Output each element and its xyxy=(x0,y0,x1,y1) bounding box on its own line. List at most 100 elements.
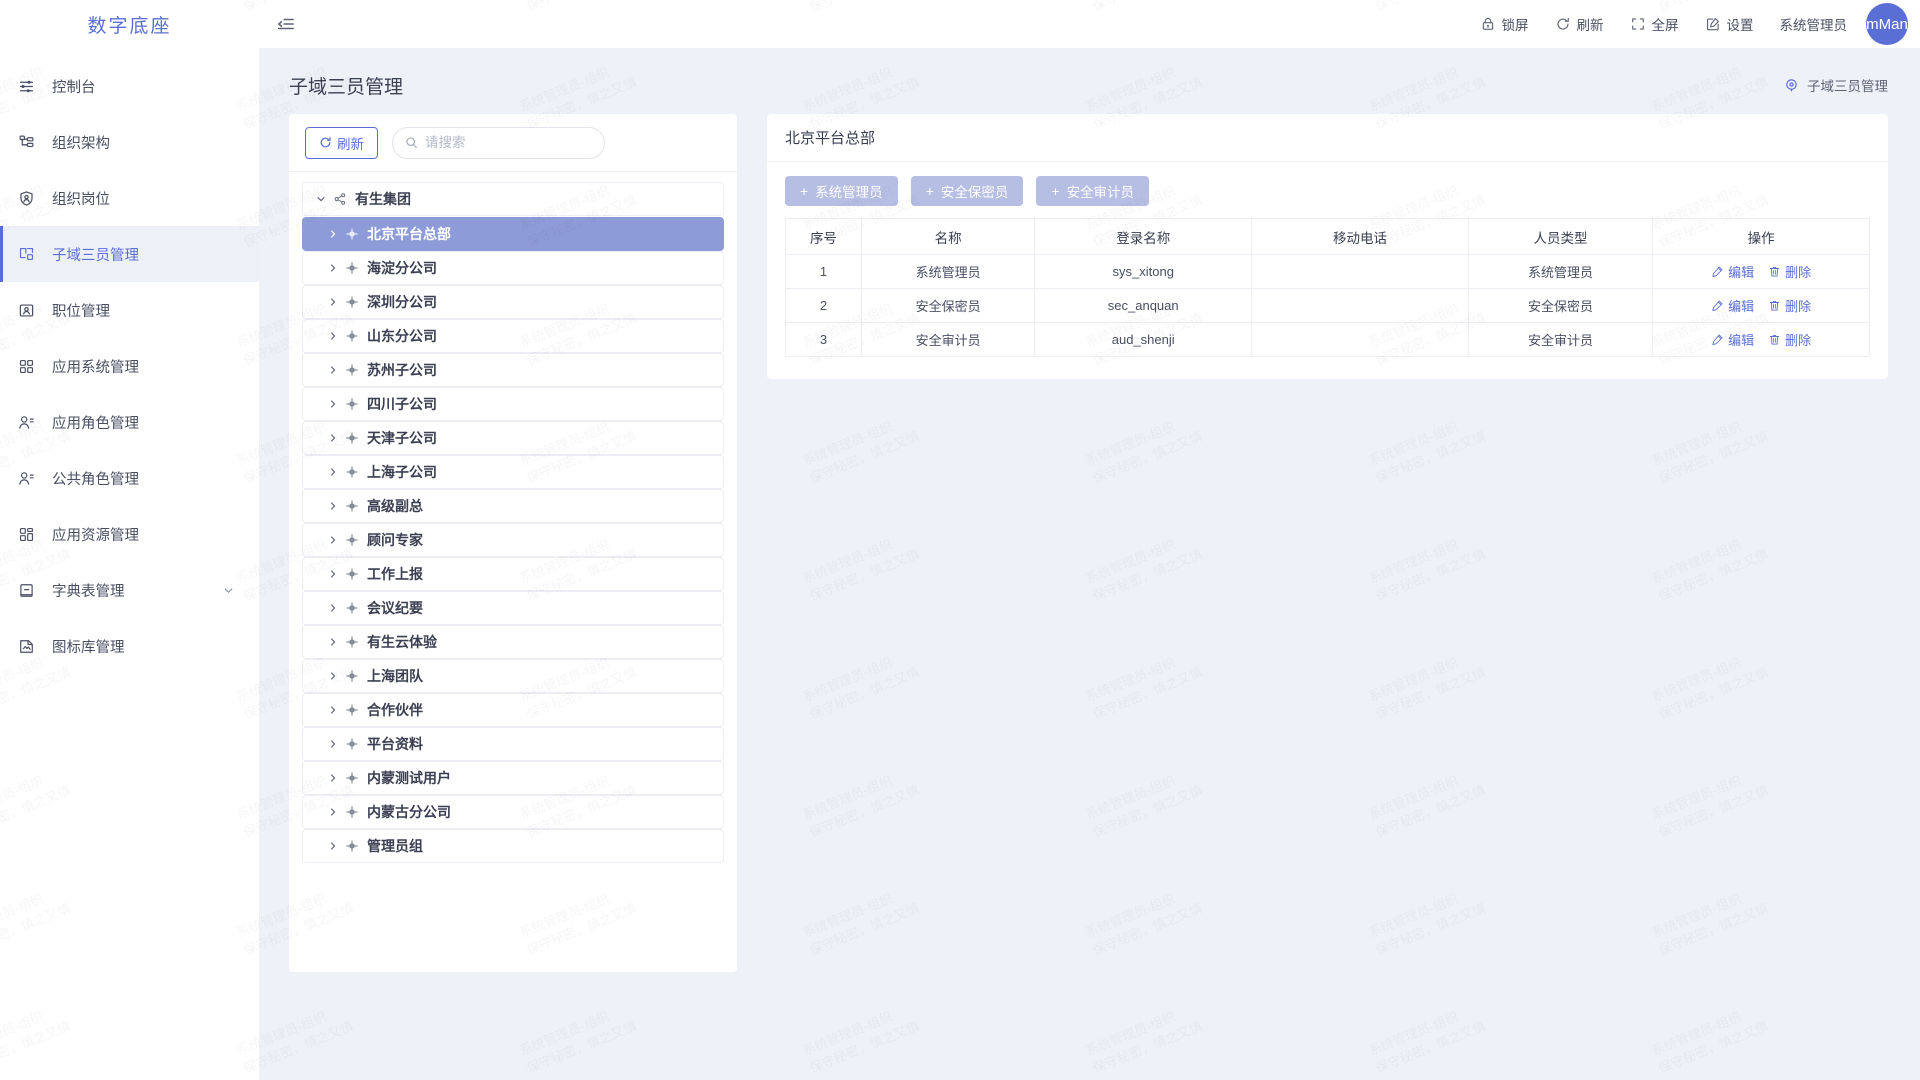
tree-node-1[interactable]: 海淀分公司 xyxy=(302,251,724,285)
sidebar-item-8[interactable]: 应用资源管理 xyxy=(0,506,259,562)
top-header-bar: 锁屏 刷新 全屏 设置 系统管理员 mMan xyxy=(259,0,1920,48)
tree-node-0[interactable]: 北京平台总部 xyxy=(302,217,724,251)
chevron-right-icon[interactable] xyxy=(327,364,345,376)
chevron-right-icon[interactable] xyxy=(327,772,345,784)
cell-idx: 1 xyxy=(785,254,862,289)
chevron-down-icon[interactable] xyxy=(222,584,235,597)
tree-list[interactable]: 有生集团 北京平台总部 海淀分公司深圳分公司山东分公司 苏州子公司 四川子公司 天津子公司… xyxy=(289,172,737,972)
edit-button[interactable]: 编辑 xyxy=(1711,262,1754,281)
chevron-right-icon[interactable] xyxy=(327,602,345,614)
chevron-right-icon[interactable] xyxy=(327,262,345,274)
add-1-button[interactable]: + 安全保密员 xyxy=(910,176,1024,206)
tree-node-7[interactable]: 上海子公司 xyxy=(302,455,724,489)
topbar-item-refresh[interactable]: 刷新 xyxy=(1542,0,1617,48)
sidebar-item-label: 字典表管理 xyxy=(52,583,125,600)
edit-button[interactable]: 编辑 xyxy=(1711,296,1754,315)
members-table-wrap: 序号 名称 登录名称 移动电话 人员类型 操作 1 系统管理员 sys_xitong 系统管理员… xyxy=(767,218,1888,357)
chevron-right-icon[interactable] xyxy=(327,806,345,818)
sidebar-item-0[interactable]: 控制台 xyxy=(0,58,259,114)
chevron-right-icon[interactable] xyxy=(327,432,345,444)
action-button-label: 安全保密员 xyxy=(940,185,1009,200)
sidebar-item-3[interactable]: 子域三员管理 xyxy=(0,226,259,282)
avatar[interactable]: mMan xyxy=(1866,3,1908,45)
table-header-cell-4: 人员类型 xyxy=(1467,218,1654,255)
chevron-right-icon[interactable] xyxy=(327,636,345,648)
delete-icon xyxy=(1768,333,1781,346)
edit-icon xyxy=(1711,299,1724,312)
edit-button[interactable]: 编辑 xyxy=(1711,330,1754,349)
chevron-right-icon[interactable] xyxy=(327,568,345,580)
tree-node-10[interactable]: 工作上报 xyxy=(302,557,724,591)
table-header-cell-0: 序号 xyxy=(785,218,862,255)
tree-node-2[interactable]: 深圳分公司 xyxy=(302,285,724,319)
table-row: 2 安全保密员 sec_anquan 安全保密员 编辑 删除 xyxy=(785,288,1870,323)
tree-node-17[interactable]: 内蒙古分公司 xyxy=(302,795,724,829)
page-title: 子域三员管理 xyxy=(289,76,404,98)
topbar-item-fullscreen[interactable]: 全屏 xyxy=(1617,0,1692,48)
table-body: 1 系统管理员 sys_xitong 系统管理员 编辑 删除 2 安全保密员 sec_anqua… xyxy=(785,254,1870,357)
tree-refresh-button[interactable]: 刷新 xyxy=(305,126,378,159)
tree-node-16[interactable]: 内蒙测试用户 xyxy=(302,761,724,795)
chevron-right-icon[interactable] xyxy=(327,398,345,410)
tree-node-13[interactable]: 上海团队 xyxy=(302,659,724,693)
org-node-icon xyxy=(345,601,365,615)
sidebar-item-7[interactable]: 公共角色管理 xyxy=(0,450,259,506)
tree-node-6[interactable]: 天津子公司 xyxy=(302,421,724,455)
sidebar-item-10[interactable]: 图标库管理 xyxy=(0,618,259,674)
sidebar-item-5[interactable]: 应用系统管理 xyxy=(0,338,259,394)
topbar-item-user-name[interactable]: 系统管理员 xyxy=(1767,0,1861,48)
user-role-icon xyxy=(18,468,44,488)
cell-operations: 编辑 删除 xyxy=(1652,254,1870,289)
topbar-item-settings[interactable]: 设置 xyxy=(1692,0,1767,48)
chevron-right-icon[interactable] xyxy=(327,670,345,682)
add-0-button[interactable]: + 系统管理员 xyxy=(785,176,898,206)
sliders-icon xyxy=(18,76,44,96)
chevron-right-icon[interactable] xyxy=(327,296,345,308)
org-node-icon xyxy=(345,465,365,479)
tree-node-8[interactable]: 高级副总 xyxy=(302,489,724,523)
row-actions: 编辑 删除 xyxy=(1653,262,1869,281)
sidebar-item-2[interactable]: 组织岗位 xyxy=(0,170,259,226)
tree-node-label: 平台资料 xyxy=(367,736,423,752)
chevron-right-icon[interactable] xyxy=(327,534,345,546)
table-header-cell-2: 登录名称 xyxy=(1034,218,1253,255)
tree-node-14[interactable]: 合作伙伴 xyxy=(302,693,724,727)
tree-search-box[interactable] xyxy=(392,126,605,159)
delete-button[interactable]: 删除 xyxy=(1768,262,1811,281)
chevron-right-icon[interactable] xyxy=(327,228,345,240)
tree-root-node[interactable]: 有生集团 xyxy=(302,182,724,216)
delete-button[interactable]: 删除 xyxy=(1768,296,1811,315)
sidebar-item-9[interactable]: 字典表管理 xyxy=(0,562,259,618)
chevron-right-icon[interactable] xyxy=(327,330,345,342)
tree-node-label: 内蒙测试用户 xyxy=(367,770,451,786)
tree-node-11[interactable]: 会议纪要 xyxy=(302,591,724,625)
sidebar-item-label: 子域三员管理 xyxy=(52,247,139,264)
tree-node-5[interactable]: 四川子公司 xyxy=(302,387,724,421)
action-button-label: 安全审计员 xyxy=(1066,185,1135,200)
chevron-right-icon[interactable] xyxy=(327,704,345,716)
chevron-right-icon[interactable] xyxy=(327,840,345,852)
tree-node-9[interactable]: 顾问专家 xyxy=(302,523,724,557)
chevron-right-icon[interactable] xyxy=(327,466,345,478)
tree-node-3[interactable]: 山东分公司 xyxy=(302,319,724,353)
add-2-button[interactable]: + 安全审计员 xyxy=(1036,176,1150,206)
chevron-right-icon[interactable] xyxy=(327,500,345,512)
delete-label: 删除 xyxy=(1785,299,1812,314)
page-header: 子域三员管理 子域三员管理 xyxy=(269,56,1910,114)
delete-button[interactable]: 删除 xyxy=(1768,330,1811,349)
tree-node-4[interactable]: 苏州子公司 xyxy=(302,353,724,387)
tree-node-15[interactable]: 平台资料 xyxy=(302,727,724,761)
tree-node-label: 深圳分公司 xyxy=(367,294,437,310)
chevron-right-icon[interactable] xyxy=(327,738,345,750)
tree-search-input[interactable] xyxy=(425,135,592,150)
tree-node-18[interactable]: 管理员组 xyxy=(302,829,724,863)
tree-node-12[interactable]: 有生云体验 xyxy=(302,625,724,659)
fullscreen-icon xyxy=(1630,16,1646,32)
lock-icon xyxy=(1480,16,1496,32)
sidebar-item-1[interactable]: 组织架构 xyxy=(0,114,259,170)
sidebar-item-4[interactable]: 职位管理 xyxy=(0,282,259,338)
topbar-item-lock[interactable]: 锁屏 xyxy=(1467,0,1542,48)
chevron-down-icon[interactable] xyxy=(315,193,333,205)
menu-fold-icon[interactable] xyxy=(259,0,311,48)
sidebar-item-6[interactable]: 应用角色管理 xyxy=(0,394,259,450)
